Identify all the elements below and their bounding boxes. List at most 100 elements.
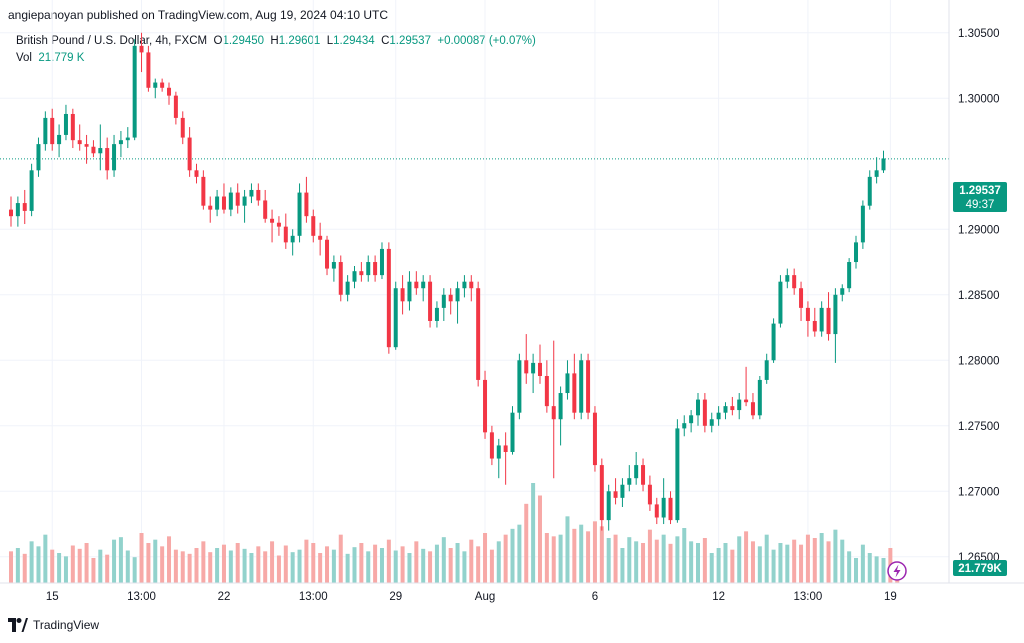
candle-up [778, 275, 783, 328]
candle-up [57, 124, 62, 158]
volume-bar [874, 556, 879, 583]
volume-bar [160, 546, 165, 583]
candle-body [400, 288, 405, 302]
change-value: +0.00087 (+0.07%) [437, 35, 536, 47]
candle-body [249, 189, 254, 197]
candle-down [160, 78, 165, 92]
candle-body [283, 226, 288, 243]
candle-body [112, 144, 117, 171]
candle-up [854, 235, 859, 269]
candle-down [613, 478, 618, 505]
volume-bar [483, 533, 488, 583]
candle-body [744, 399, 749, 403]
candle-down [50, 108, 55, 151]
candle-down [524, 334, 529, 384]
volume-label[interactable]: Vol [16, 52, 32, 64]
candle-body [503, 445, 508, 452]
chart-legend: British Pound / U.S. Dollar, 4h, FXCM O1… [16, 33, 536, 67]
volume-bar [379, 548, 384, 583]
candle-down [9, 196, 13, 227]
volume-bar [778, 543, 783, 583]
candle-down [400, 275, 405, 315]
volume-bar [242, 548, 247, 583]
candle-up [228, 187, 233, 217]
candle-body [132, 45, 137, 138]
candle-up [290, 229, 295, 256]
volume-bar [867, 553, 872, 583]
volume-bar [572, 528, 577, 583]
candle-body [304, 192, 309, 217]
volume-bar [50, 549, 55, 583]
volume-bar [455, 543, 460, 583]
candle-up [737, 393, 742, 420]
volume-bar [517, 524, 522, 583]
volume-bar [833, 529, 838, 583]
candle-body [318, 235, 323, 240]
volume-bar [503, 534, 508, 583]
candle-up [606, 484, 611, 531]
candle-down [586, 353, 591, 420]
candle-body [462, 281, 467, 289]
volume-bar [215, 548, 220, 583]
candle-body [256, 189, 261, 201]
volume-bar [304, 539, 309, 583]
candle-body [833, 294, 838, 335]
candle-body [9, 209, 13, 217]
candle-body [187, 137, 192, 171]
candle-down [84, 134, 89, 164]
candle-body [537, 362, 542, 377]
volume-bar [847, 551, 852, 583]
candle-down [105, 137, 110, 180]
candle-body [792, 275, 797, 289]
low-label: L [326, 35, 334, 47]
volume-bar [57, 553, 62, 583]
volume-bars [9, 483, 900, 583]
volume-bar [180, 551, 185, 583]
candle-body [469, 281, 474, 289]
volume-bar [132, 557, 137, 583]
candle-down [283, 213, 288, 249]
price-axis[interactable]: 1.30500 1.30000 1.29000 1.28500 1.28000 1.275… [958, 28, 1000, 564]
volume-bar [22, 553, 27, 583]
candle-down [476, 281, 481, 387]
candle-down [792, 268, 797, 295]
candle-up [455, 281, 460, 324]
volume-bar [167, 536, 172, 583]
last-volume-badge [953, 560, 1007, 576]
candle-body [91, 146, 96, 154]
volume-bar [634, 541, 639, 583]
candle-body [812, 320, 817, 332]
candle-up [833, 288, 838, 363]
candle-down [359, 262, 364, 282]
volume-bar [620, 548, 625, 583]
volume-bar [654, 539, 659, 583]
symbol-name[interactable]: British Pound / U.S. Dollar, 4h, FXCM [16, 35, 208, 47]
volume-bar [812, 538, 817, 583]
volume-bar [565, 516, 570, 583]
candle-up [881, 150, 886, 173]
candle-up [620, 478, 625, 508]
candle-down [414, 271, 419, 295]
candle-body [15, 203, 20, 217]
candle-up [689, 410, 694, 433]
volume-bar [352, 547, 357, 583]
candle-up [682, 415, 687, 437]
candle-up [860, 200, 865, 249]
volume-bar [647, 529, 652, 583]
time-axis[interactable]: 15 13:00 22 13:00 29 Aug 6 12 13:00 19 [46, 591, 897, 603]
lightning-icon[interactable] [887, 561, 907, 581]
footer-brand[interactable]: TradingView [8, 618, 99, 632]
candle-up [565, 360, 570, 400]
candle-down [208, 196, 213, 223]
candle-down [551, 340, 556, 479]
last-price-label: 1.29537 [959, 185, 1001, 197]
candle-body [641, 465, 646, 485]
volume-bar [98, 549, 103, 583]
candle-down [544, 360, 549, 413]
candle-up [345, 275, 350, 302]
candle-body [146, 52, 151, 88]
candle-body [263, 200, 268, 219]
candle-down [167, 82, 172, 105]
volume-row: Vol 21.779 K [16, 50, 536, 67]
